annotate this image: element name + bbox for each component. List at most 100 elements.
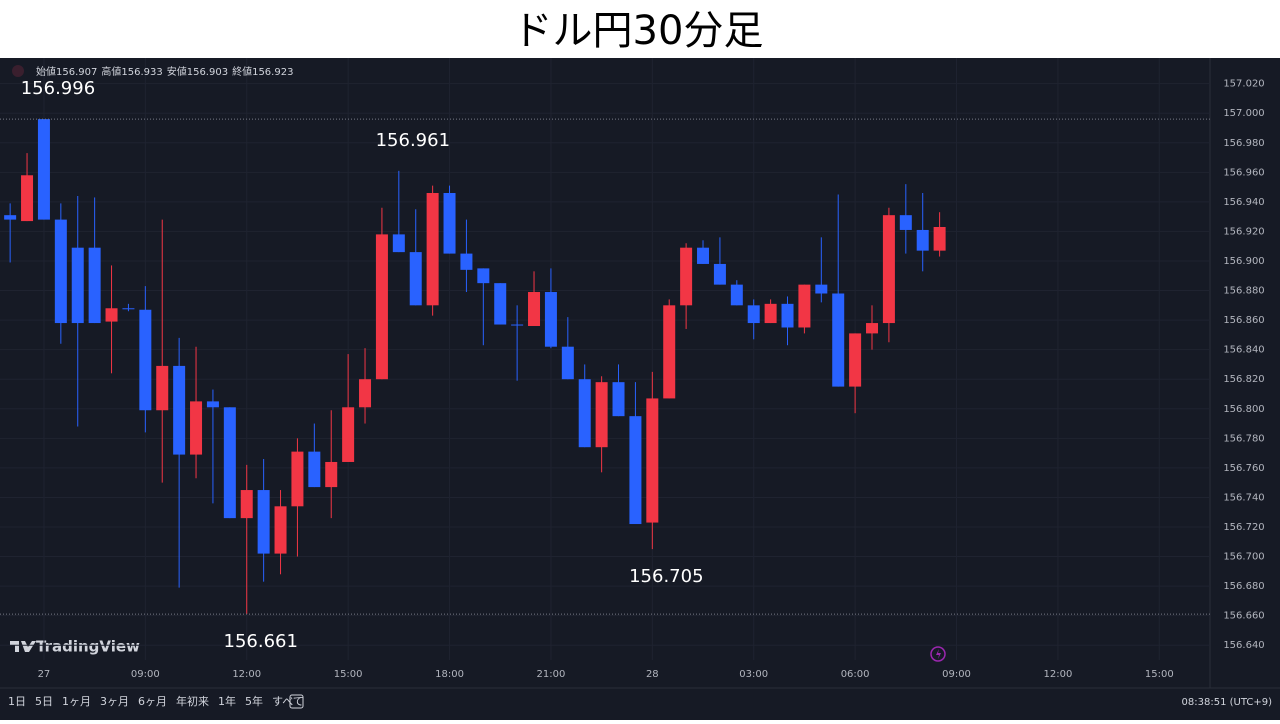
y-tick-label: 156.940 [1223, 197, 1264, 208]
candle-body [832, 293, 845, 387]
clock: 08:38:51 (UTC+9) [1182, 697, 1273, 708]
x-tick-label: 21:00 [537, 669, 566, 680]
y-tick-label: 156.660 [1223, 611, 1264, 622]
logo: TradingView [10, 638, 140, 656]
page-title: ドル円30分足 [513, 8, 764, 54]
candle-body [460, 253, 473, 270]
candle-body [223, 407, 236, 519]
ohlc-value: 156.923 [252, 67, 293, 78]
chart-background [0, 58, 1280, 720]
y-tick-label: 156.800 [1223, 404, 1264, 415]
candle-body [54, 219, 67, 324]
y-tick-label: 156.960 [1223, 167, 1264, 178]
ohlc-label: 終値 [232, 65, 252, 78]
annotation: 156.705 [629, 566, 703, 587]
y-tick-label: 156.840 [1223, 345, 1264, 356]
grid [0, 58, 1210, 660]
candle-body [4, 215, 17, 220]
candle-body [646, 398, 659, 523]
y-tick-label: 157.020 [1223, 79, 1264, 90]
x-tick-label: 09:00 [942, 669, 971, 680]
range-button[interactable]: 1ヶ月 [62, 695, 91, 708]
y-tick-label: 156.860 [1223, 315, 1264, 326]
y-tick-label: 156.700 [1223, 552, 1264, 563]
candle-body [375, 234, 388, 380]
y-tick-label: 156.820 [1223, 374, 1264, 385]
range-button[interactable]: 年初来 [176, 694, 209, 708]
ohlc-label: 安値 [167, 65, 187, 78]
range-button[interactable]: すべて [272, 695, 304, 708]
candle-body [544, 292, 557, 347]
y-tick-label: 156.740 [1223, 492, 1264, 503]
candle-body [612, 382, 625, 417]
candle-body [240, 490, 253, 519]
candle-body [257, 490, 270, 554]
candle-body [190, 401, 203, 455]
candle-body [713, 263, 726, 285]
alert-icon[interactable] [930, 646, 946, 662]
candle-body [680, 247, 693, 306]
range-button[interactable]: 1日 [8, 695, 26, 708]
candle-body [139, 309, 152, 411]
ohlc-value: 156.903 [187, 67, 228, 78]
alert-circle[interactable] [930, 646, 946, 662]
y-tick-label: 157.000 [1223, 108, 1264, 119]
candle-body [477, 268, 490, 284]
candle-body [325, 461, 338, 488]
candle-body [663, 305, 676, 399]
range-button[interactable]: 6ヶ月 [138, 695, 167, 708]
ohlc-value: 156.907 [56, 67, 97, 78]
y-tick-label: 156.640 [1223, 640, 1264, 651]
ohlc-label: 高値 [101, 65, 121, 78]
x-tick-label: 28 [646, 669, 659, 680]
date-range-icon[interactable] [289, 694, 304, 709]
candle-body [747, 305, 760, 324]
annotation: 156.996 [21, 78, 95, 99]
candle-body [409, 252, 422, 306]
candle-body [342, 407, 355, 462]
range-button[interactable]: 1年 [218, 694, 236, 708]
range-button[interactable]: 5日 [35, 695, 53, 708]
candle-body [798, 284, 811, 328]
x-tick-label: 12:00 [232, 669, 261, 680]
candle-body [122, 308, 135, 310]
candle-body [528, 292, 541, 327]
candle-body [849, 333, 862, 387]
annotation: 156.961 [376, 130, 450, 151]
range-button[interactable]: 3ヶ月 [100, 695, 129, 708]
candle-body [629, 416, 642, 525]
logo-text: TradingView [36, 638, 140, 656]
x-tick-label: 12:00 [1043, 669, 1072, 680]
ohlc-value: 156.933 [121, 67, 162, 78]
logo-mark [10, 641, 36, 652]
candle-body [156, 365, 169, 411]
candle-body [815, 284, 828, 294]
candle-body [916, 229, 929, 251]
x-tick-label: 27 [38, 669, 51, 680]
range-button[interactable]: 5年 [245, 694, 263, 708]
candle-body [764, 303, 777, 324]
candle-body [206, 401, 219, 408]
symbol-icon [12, 65, 24, 77]
candle-body [781, 303, 794, 328]
x-tick-label: 15:00 [334, 669, 363, 680]
y-tick-label: 156.680 [1223, 581, 1264, 592]
candle-body [866, 323, 879, 334]
candle-body [933, 226, 946, 251]
alert-bolt[interactable] [936, 649, 941, 659]
candle-body [88, 247, 101, 324]
candle-body [392, 234, 405, 253]
ohlc-header: 始値156.907 高値156.933 安値156.903 終値156.923 [36, 65, 293, 78]
title-band [0, 0, 1280, 58]
candle-body [730, 284, 743, 306]
candle-body [21, 175, 34, 222]
candle-body [291, 451, 304, 507]
y-tick-label: 156.780 [1223, 433, 1264, 444]
candle-body [494, 283, 507, 325]
x-tick-label: 09:00 [131, 669, 160, 680]
annotation: 156.661 [224, 631, 298, 652]
y-tick-label: 156.880 [1223, 286, 1264, 297]
candle-body [443, 193, 456, 254]
candle-body [561, 346, 574, 380]
